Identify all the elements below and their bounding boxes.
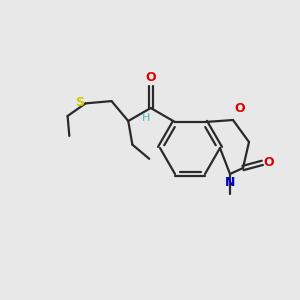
Text: O: O bbox=[263, 156, 274, 169]
Text: S: S bbox=[76, 96, 85, 109]
Text: H: H bbox=[142, 113, 151, 123]
Text: N: N bbox=[225, 176, 235, 189]
Text: O: O bbox=[234, 102, 244, 115]
Text: O: O bbox=[146, 71, 156, 84]
